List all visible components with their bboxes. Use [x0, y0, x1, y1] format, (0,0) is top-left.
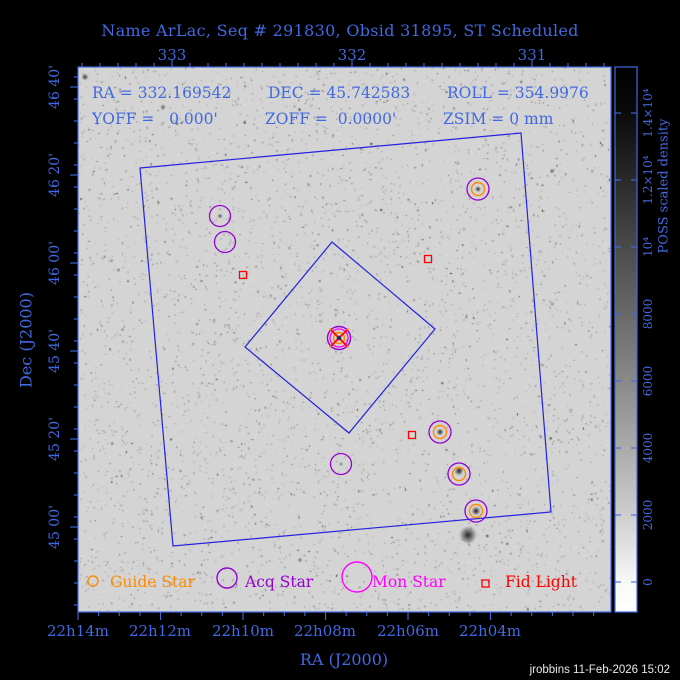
bottom-axis-label: 22h14m: [46, 622, 110, 640]
info-dec: DEC = 45.742583: [268, 84, 411, 102]
top-axis-label: 333: [157, 46, 187, 64]
colorbar-label: 6000: [641, 365, 655, 397]
left-axis-label: 46 00': [47, 241, 63, 285]
colorbar-title: POSS scaled density: [656, 118, 672, 254]
left-axis-label: 46 20': [47, 153, 63, 197]
info-roll: ROLL = 354.9976: [447, 84, 589, 102]
left-axis-label: 46 40': [47, 65, 63, 109]
colorbar-label: 1.2×10⁴: [641, 155, 655, 205]
bottom-axis-label: 22h06m: [376, 622, 440, 640]
colorbar-label: 0: [641, 578, 655, 586]
info-yoff: YOFF = 0.000': [92, 110, 218, 128]
sky-image: [78, 67, 611, 612]
user-timestamp: jrobbins 11-Feb-2026 15:02: [529, 664, 670, 676]
colorbar-label: 4000: [641, 432, 655, 464]
top-axis-label: 332: [337, 46, 367, 64]
colorbar: [614, 66, 638, 613]
top-axis-label: 331: [517, 46, 547, 64]
legend-label-fid: Fid Light: [505, 573, 577, 591]
info-zsim: ZSIM = 0 mm: [443, 110, 554, 128]
bottom-axis-label: 22h12m: [128, 622, 192, 640]
info-zoff: ZOFF = 0.0000': [265, 110, 397, 128]
colorbar-label: 10⁴: [641, 236, 655, 258]
left-axis-label: 45 00': [47, 505, 63, 549]
left-axis-label: 45 20': [47, 417, 63, 461]
info-ra: RA = 332.169542: [92, 84, 232, 102]
colorbar-label: 1.4×10⁴: [641, 88, 655, 138]
ra-axis-title: RA (J2000): [299, 650, 389, 669]
legend-label-acq: Acq Star: [245, 573, 314, 591]
dec-axis-title: Dec (J2000): [16, 292, 36, 388]
colorbar-label: 8000: [641, 298, 655, 330]
left-axis-label: 45 40': [47, 329, 63, 373]
colorbar-label: 2000: [641, 499, 655, 531]
page-title: Name ArLac, Seq # 291830, Obsid 31895, S…: [101, 21, 579, 40]
legend-label-guide: Guide Star: [110, 573, 195, 591]
bottom-axis-label: 22h10m: [211, 622, 275, 640]
bottom-axis-label: 22h04m: [458, 622, 522, 640]
legend-label-mon: Mon Star: [372, 573, 446, 591]
bottom-axis-label: 22h08m: [293, 622, 357, 640]
